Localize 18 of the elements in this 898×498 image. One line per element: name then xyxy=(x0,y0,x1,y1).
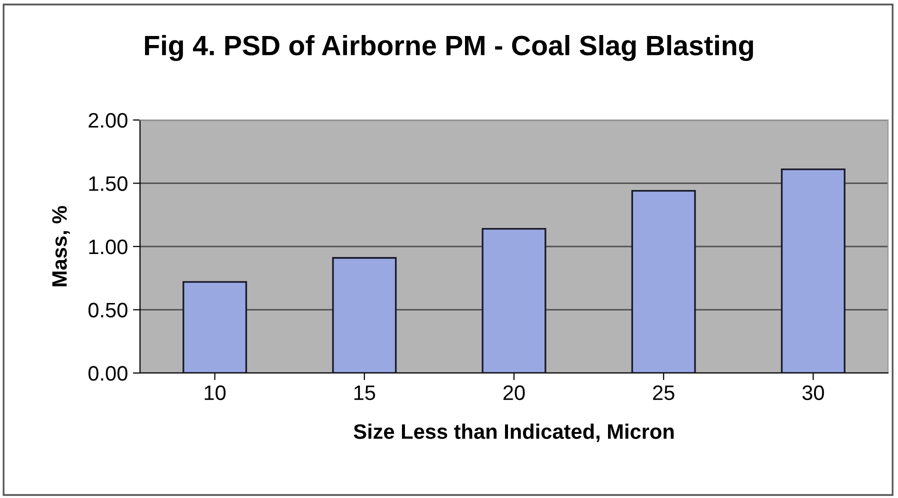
bar xyxy=(631,190,696,373)
bar xyxy=(332,257,397,373)
bar xyxy=(182,281,248,373)
chart-title: Fig 4. PSD of Airborne PM - Coal Slag Blasting xyxy=(145,34,753,62)
x-tick-label: 25 xyxy=(653,385,674,400)
x-axis-title: Size Less than Indicated, Micron xyxy=(354,424,674,442)
y-tick-label: 1.00 xyxy=(89,240,128,254)
x-tick-label: 20 xyxy=(503,385,525,400)
y-tick-label: 1.50 xyxy=(89,176,128,192)
y-tick-label: 0.50 xyxy=(88,302,128,318)
bar xyxy=(780,168,846,373)
bar xyxy=(482,228,546,373)
x-tick-label: 15 xyxy=(354,386,376,400)
y-axis-title: Mass, % xyxy=(52,206,70,286)
y-tick-label: 2.00 xyxy=(88,113,128,128)
x-tick-label: 30 xyxy=(802,385,824,400)
x-tick-label: 10 xyxy=(204,385,226,400)
y-tick-label: 0.00 xyxy=(88,366,128,381)
